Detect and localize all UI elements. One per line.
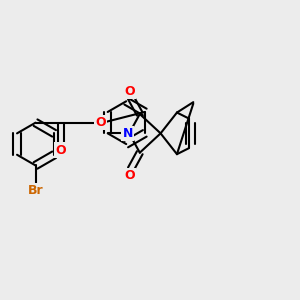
Text: N: N [123,127,133,140]
Text: O: O [56,143,66,157]
Text: O: O [95,116,106,129]
Text: Br: Br [28,184,44,197]
Text: O: O [124,85,135,98]
Text: O: O [124,169,135,182]
